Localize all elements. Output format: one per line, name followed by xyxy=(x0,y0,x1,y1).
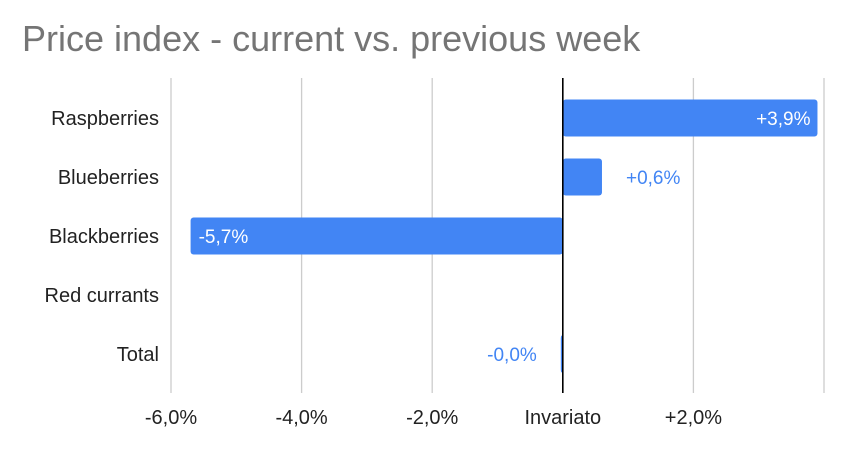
data-labels: +3,9% +0,6% -5,7% -0,0% xyxy=(199,109,811,366)
category-label: Red currants xyxy=(45,285,160,307)
category-label: Blackberries xyxy=(49,226,159,248)
x-tick-labels: -6,0% -4,0% -2,0% Invariato +2,0% xyxy=(145,407,722,429)
x-tick-label: +2,0% xyxy=(665,407,722,429)
bar xyxy=(190,217,563,255)
chart-title: Price index - current vs. previous week xyxy=(22,18,641,59)
bars xyxy=(190,99,818,373)
x-tick-label: Invariato xyxy=(524,407,601,429)
x-tick-label: -4,0% xyxy=(275,407,327,429)
category-label: Total xyxy=(117,344,159,366)
category-labels: Raspberries Blueberries Blackberries Red cu… xyxy=(45,108,160,366)
data-label: +0,6% xyxy=(626,168,681,189)
x-tick-label: -6,0% xyxy=(145,407,197,429)
bar xyxy=(562,158,602,196)
bar xyxy=(562,99,818,137)
data-label: +3,9% xyxy=(756,109,811,130)
data-label: -5,7% xyxy=(199,227,249,248)
x-tick-label: -2,0% xyxy=(406,407,458,429)
category-label: Blueberries xyxy=(58,167,159,189)
category-label: Raspberries xyxy=(51,108,159,130)
data-label: -0,0% xyxy=(487,345,537,366)
